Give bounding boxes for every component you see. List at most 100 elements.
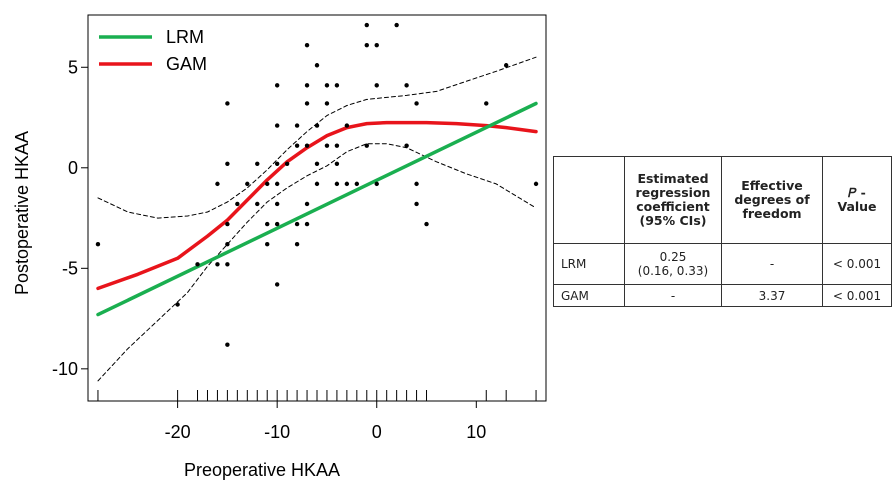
data-point xyxy=(414,201,419,207)
data-point xyxy=(95,241,101,247)
rug-marks xyxy=(97,390,537,401)
x-axis-label: Preoperative HKAA xyxy=(184,460,340,480)
x-tick-label: -20 xyxy=(165,422,191,442)
data-point xyxy=(225,161,230,166)
data-point xyxy=(215,262,220,267)
data-point xyxy=(334,181,340,187)
data-point xyxy=(294,221,300,227)
data-point xyxy=(274,201,280,207)
curves xyxy=(96,56,538,382)
data-point xyxy=(334,161,340,166)
data-point xyxy=(255,201,260,207)
ci-band-line-2 xyxy=(97,143,537,382)
data-point xyxy=(265,241,270,247)
data-point xyxy=(274,181,280,187)
data-point xyxy=(364,22,369,28)
y-tick-label: 0 xyxy=(68,158,78,178)
row-label: LRM xyxy=(553,243,625,285)
y-tick-label: 5 xyxy=(68,57,78,77)
data-point xyxy=(334,143,340,148)
x-tick-label: 10 xyxy=(466,422,486,442)
data-point xyxy=(284,161,290,166)
data-point xyxy=(364,42,369,48)
data-point xyxy=(314,63,320,68)
data-point xyxy=(324,83,330,88)
data-point xyxy=(175,302,180,307)
table-row-lrm: LRM 0.25 (0.16, 0.33) - < 0.001 xyxy=(553,243,892,285)
data-point xyxy=(304,143,310,148)
data-point xyxy=(274,161,280,166)
gam-line xyxy=(96,120,538,291)
estimate-cell: - xyxy=(624,284,722,307)
data-point xyxy=(215,181,220,187)
data-points xyxy=(95,22,539,347)
data-point xyxy=(344,181,350,187)
data-point xyxy=(424,221,429,227)
ci-band-line-1 xyxy=(97,56,537,219)
data-point xyxy=(225,101,230,106)
header-effective-df: Effective degrees of freedom xyxy=(721,156,823,244)
lrm-line xyxy=(96,101,538,317)
data-point xyxy=(304,42,310,48)
data-point xyxy=(304,201,310,207)
p-cell: < 0.001 xyxy=(822,284,892,307)
y-tick-label: -5 xyxy=(62,258,78,278)
p-cell: < 0.001 xyxy=(822,243,892,285)
data-point xyxy=(294,241,300,247)
data-point xyxy=(484,101,489,106)
data-point xyxy=(274,123,280,128)
header-p-value: 𝑃 - Value xyxy=(822,156,892,244)
data-point xyxy=(235,201,240,207)
data-point xyxy=(304,101,310,106)
x-tick-label: 0 xyxy=(372,422,382,442)
model-stats-table: Estimated regression coefficient (95% CI… xyxy=(553,156,892,307)
data-point xyxy=(354,181,360,187)
data-point xyxy=(533,181,539,187)
data-point xyxy=(274,282,280,287)
data-point xyxy=(374,42,379,48)
data-point xyxy=(314,161,320,166)
data-point xyxy=(245,181,250,187)
estimate-cell: 0.25 (0.16, 0.33) xyxy=(624,243,722,285)
y-axis-label: Postoperative HKAA xyxy=(12,131,32,295)
data-point xyxy=(225,342,230,347)
data-point xyxy=(503,63,509,68)
data-point xyxy=(414,181,419,187)
data-point xyxy=(364,143,369,148)
data-point xyxy=(314,181,320,187)
data-point xyxy=(344,123,350,128)
legend-label-gam: GAM xyxy=(166,54,207,74)
data-point xyxy=(265,221,270,227)
axes: -20 -10 0 10 -10 -5 0 5 xyxy=(52,57,486,442)
x-tick-label: -10 xyxy=(264,422,290,442)
data-point xyxy=(195,262,200,267)
legend-label-lrm: LRM xyxy=(166,27,204,47)
data-point xyxy=(304,221,310,227)
data-point xyxy=(225,262,230,267)
data-point xyxy=(374,83,379,88)
data-point xyxy=(324,101,330,106)
data-point xyxy=(374,181,379,187)
data-point xyxy=(404,83,409,88)
data-point xyxy=(414,101,419,106)
data-point xyxy=(304,83,310,88)
legend: LRM GAM xyxy=(99,27,207,74)
data-point xyxy=(225,221,230,227)
data-point xyxy=(294,123,300,128)
data-point xyxy=(324,143,330,148)
table-row-gam: GAM - 3.37 < 0.001 xyxy=(553,284,892,307)
data-point xyxy=(274,221,280,227)
df-cell: - xyxy=(721,243,823,285)
df-cell: 3.37 xyxy=(721,284,823,307)
data-point xyxy=(334,83,340,88)
scatter-plot: -20 -10 0 10 -10 -5 0 5 LRM GAM Preoperative HKA… xyxy=(12,14,547,480)
data-point xyxy=(265,181,270,187)
header-empty-cell xyxy=(553,156,625,244)
data-point xyxy=(394,22,399,28)
data-point xyxy=(255,161,260,166)
data-point xyxy=(404,143,409,148)
table-header-row: Estimated regression coefficient (95% CI… xyxy=(553,156,892,244)
y-tick-label: -10 xyxy=(52,359,78,379)
header-estimated-coefficient: Estimated regression coefficient (95% CI… xyxy=(624,156,722,244)
data-point xyxy=(225,241,230,247)
